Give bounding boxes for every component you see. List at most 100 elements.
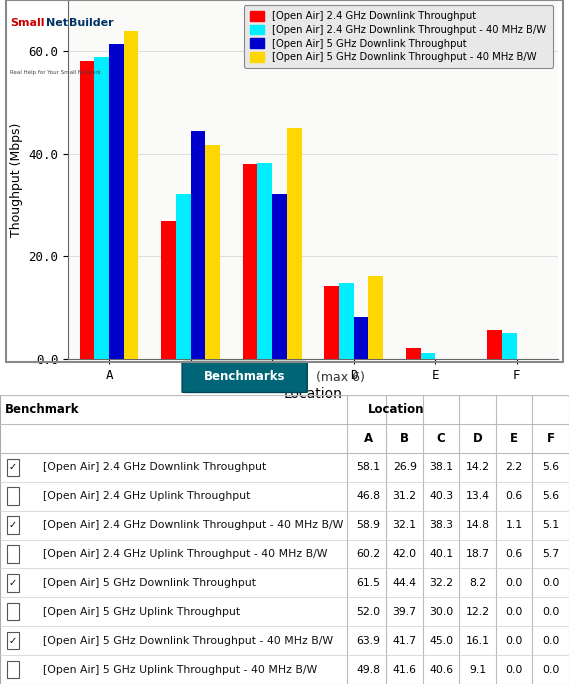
Bar [258, 163, 272, 359]
Text: Location: Location [368, 403, 424, 416]
Text: F: F [547, 432, 555, 445]
Bar [123, 31, 138, 359]
Text: 32.1: 32.1 [393, 520, 417, 530]
Text: 16.1: 16.1 [465, 635, 490, 646]
Bar [7, 661, 19, 679]
Text: 46.8: 46.8 [356, 491, 380, 501]
Text: 39.7: 39.7 [393, 607, 417, 617]
Text: 13.4: 13.4 [465, 491, 490, 501]
Text: 52.0: 52.0 [356, 607, 380, 617]
Text: Benchmarks: Benchmarks [204, 371, 286, 384]
Bar [191, 131, 205, 359]
Bar [80, 61, 94, 359]
Text: [Open Air] 5 GHz Uplink Throughput: [Open Air] 5 GHz Uplink Throughput [43, 607, 240, 617]
Text: [Open Air] 2.4 GHz Downlink Throughput: [Open Air] 2.4 GHz Downlink Throughput [43, 462, 266, 472]
Text: 26.9: 26.9 [393, 462, 417, 472]
Text: 5.6: 5.6 [542, 462, 559, 472]
Bar [324, 286, 339, 359]
Text: 9.1: 9.1 [469, 665, 486, 674]
Text: [Open Air] 2.4 GHz Uplink Throughput: [Open Air] 2.4 GHz Uplink Throughput [43, 491, 250, 501]
Text: Builder: Builder [69, 18, 113, 28]
Text: 41.7: 41.7 [393, 635, 417, 646]
Text: ✓: ✓ [9, 462, 17, 472]
Bar [339, 283, 354, 359]
Text: 40.3: 40.3 [429, 491, 453, 501]
Text: [Open Air] 5 GHz Uplink Throughput - 40 MHz B/W: [Open Air] 5 GHz Uplink Throughput - 40 … [43, 665, 317, 674]
Text: [Open Air] 5 GHz Downlink Throughput - 40 MHz B/W: [Open Air] 5 GHz Downlink Throughput - 4… [43, 635, 333, 646]
Text: 40.1: 40.1 [429, 549, 453, 559]
Text: A: A [364, 432, 373, 445]
Text: ✓: ✓ [9, 635, 17, 646]
Text: 31.2: 31.2 [393, 491, 417, 501]
Bar [7, 632, 19, 649]
Bar [287, 128, 302, 359]
Text: 0.0: 0.0 [505, 635, 523, 646]
Text: C: C [437, 432, 446, 445]
Text: 8.2: 8.2 [469, 578, 486, 588]
Text: 0.0: 0.0 [505, 578, 523, 588]
Bar [406, 347, 420, 359]
Text: 5.1: 5.1 [542, 520, 559, 530]
Bar [368, 276, 383, 359]
Text: [Open Air] 2.4 GHz Downlink Throughput - 40 MHz B/W: [Open Air] 2.4 GHz Downlink Throughput -… [43, 520, 343, 530]
Text: 42.0: 42.0 [393, 549, 417, 559]
Text: 2.2: 2.2 [506, 462, 523, 472]
Y-axis label: Thoughput (Mbps): Thoughput (Mbps) [10, 122, 23, 237]
Text: 38.3: 38.3 [429, 520, 453, 530]
Text: 18.7: 18.7 [465, 549, 490, 559]
FancyBboxPatch shape [182, 362, 307, 393]
Text: (max 6): (max 6) [316, 371, 365, 384]
Text: 44.4: 44.4 [393, 578, 417, 588]
Legend: [Open Air] 2.4 GHz Downlink Throughput, [Open Air] 2.4 GHz Downlink Throughput -: [Open Air] 2.4 GHz Downlink Throughput, … [245, 5, 552, 68]
Bar [7, 574, 19, 592]
Text: 41.6: 41.6 [393, 665, 417, 674]
Text: ✓: ✓ [9, 578, 17, 588]
Text: 12.2: 12.2 [465, 607, 490, 617]
Text: Small: Small [10, 18, 44, 28]
Text: 0.0: 0.0 [505, 665, 523, 674]
Text: 40.6: 40.6 [429, 665, 453, 674]
Bar [7, 603, 19, 620]
Text: 0.0: 0.0 [542, 665, 559, 674]
Text: 5.7: 5.7 [542, 549, 559, 559]
Text: Benchmark: Benchmark [5, 403, 79, 416]
Text: 45.0: 45.0 [429, 635, 453, 646]
Text: 1.1: 1.1 [506, 520, 523, 530]
Bar [94, 57, 109, 359]
Text: 0.6: 0.6 [506, 549, 523, 559]
Text: [Open Air] 2.4 GHz Uplink Throughput - 40 MHz B/W: [Open Air] 2.4 GHz Uplink Throughput - 4… [43, 549, 327, 559]
Bar [7, 488, 19, 505]
Text: 60.2: 60.2 [356, 549, 380, 559]
Bar [176, 194, 191, 359]
Text: 32.2: 32.2 [429, 578, 453, 588]
Bar [488, 330, 502, 359]
Text: 30.0: 30.0 [429, 607, 453, 617]
Bar [161, 221, 176, 359]
Text: 38.1: 38.1 [429, 462, 453, 472]
Text: 5.6: 5.6 [542, 491, 559, 501]
Text: 14.8: 14.8 [465, 520, 490, 530]
Bar [420, 354, 435, 359]
Bar [7, 516, 19, 534]
Text: E: E [510, 432, 518, 445]
Text: Real Help for Your Small Network: Real Help for Your Small Network [10, 70, 101, 75]
Text: 0.0: 0.0 [542, 578, 559, 588]
Text: 61.5: 61.5 [356, 578, 380, 588]
Text: 0.0: 0.0 [542, 635, 559, 646]
Bar [109, 44, 123, 359]
X-axis label: Location: Location [283, 387, 343, 402]
Text: Net: Net [46, 18, 68, 28]
Text: 63.9: 63.9 [356, 635, 380, 646]
Bar [205, 145, 220, 359]
Bar [502, 333, 517, 359]
Bar [243, 163, 258, 359]
Text: 0.0: 0.0 [542, 607, 559, 617]
Text: [Open Air] 5 GHz Downlink Throughput: [Open Air] 5 GHz Downlink Throughput [43, 578, 255, 588]
Text: 58.1: 58.1 [356, 462, 380, 472]
Bar [354, 317, 368, 359]
Text: 0.0: 0.0 [505, 607, 523, 617]
Text: ✓: ✓ [9, 520, 17, 530]
Text: D: D [473, 432, 483, 445]
Bar [272, 194, 287, 359]
Text: 14.2: 14.2 [465, 462, 490, 472]
